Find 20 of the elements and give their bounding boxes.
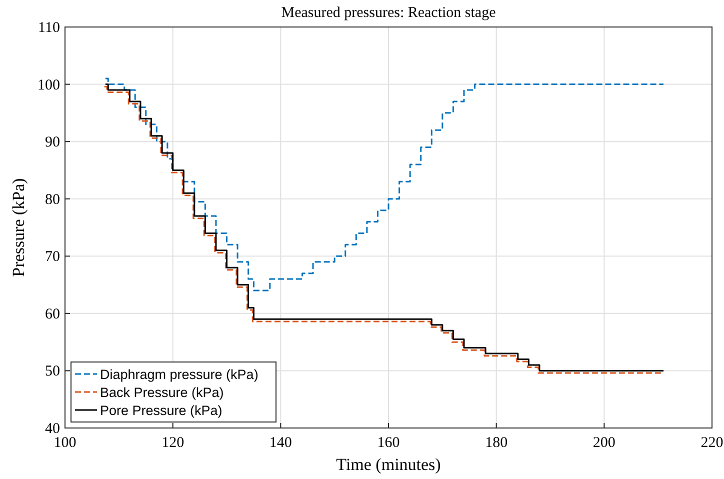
- y-tick-label: 40: [45, 421, 60, 437]
- x-tick-label: 160: [377, 435, 400, 451]
- legend-label: Diaphragm pressure (kPa): [100, 367, 258, 382]
- x-tick-label: 120: [162, 435, 184, 451]
- y-tick-label: 80: [45, 192, 60, 208]
- chart-title: Measured pressures: Reaction stage: [281, 5, 496, 21]
- legend-label: Back Pressure (kPa): [100, 385, 224, 400]
- x-tick-label: 200: [592, 435, 616, 451]
- x-tick-label: 180: [485, 435, 508, 451]
- x-tick-label: 140: [269, 435, 292, 451]
- x-tick-label: 220: [700, 435, 724, 451]
- y-tick-label: 50: [45, 364, 60, 380]
- legend-label: Pore Pressure (kPa): [100, 403, 222, 418]
- x-axis-title: Time (minutes): [336, 455, 441, 474]
- y-tick-label: 70: [45, 249, 60, 266]
- y-tick-label: 100: [38, 77, 60, 94]
- y-tick-label: 90: [45, 134, 60, 151]
- y-axis-title: Pressure (kPa): [9, 178, 28, 277]
- y-tick-label: 110: [38, 20, 60, 36]
- y-tick-label: 60: [45, 306, 60, 322]
